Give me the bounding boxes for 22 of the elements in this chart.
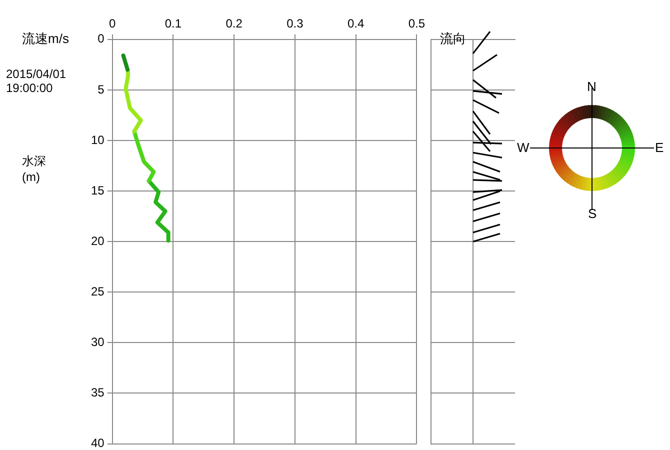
y-axis-title: 水深 (m) — [22, 153, 46, 184]
y-tick-label: 0 — [98, 32, 105, 46]
x-tick-label: 0.3 — [286, 16, 304, 31]
y-tick-label: 35 — [90, 386, 105, 400]
y-tick-label: 15 — [90, 183, 105, 198]
y-tick-label: 40 — [90, 436, 105, 450]
x-tick-label: 0.5 — [408, 16, 426, 31]
x-tick-label: 0.1 — [164, 16, 182, 31]
y-tick-label: 30 — [90, 335, 105, 350]
y-tick-label: 20 — [90, 234, 105, 248]
x-axis-title: 流速m/s — [22, 30, 69, 48]
y-tick-label: 5 — [98, 82, 105, 96]
x-tick-label: 0 — [109, 16, 116, 31]
y-tick-label: 25 — [90, 284, 105, 298]
text: 2015/04/01 19:00:00 — [6, 67, 66, 95]
text: S — [588, 206, 597, 221]
text: 流向 — [440, 30, 466, 48]
y-tick-label: 10 — [90, 132, 105, 147]
text: E — [655, 140, 664, 155]
x-tick-label: 0.4 — [347, 16, 364, 31]
x-tick-label: 0.2 — [226, 16, 243, 31]
text: W — [517, 140, 530, 155]
